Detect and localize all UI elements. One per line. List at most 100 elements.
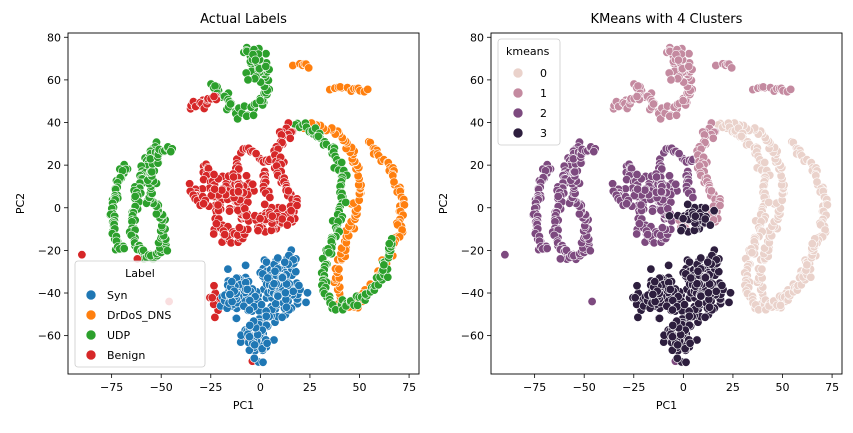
scatter-point xyxy=(806,272,816,282)
scatter-point xyxy=(683,199,693,209)
legend-title: Label xyxy=(125,267,155,280)
x-tick-label: −75 xyxy=(523,381,546,394)
scatter-point xyxy=(233,187,243,197)
x-tick-label: −25 xyxy=(199,381,222,394)
y-tick-label: 60 xyxy=(47,74,61,87)
scatter-point xyxy=(269,279,279,289)
legend-entry: Syn xyxy=(107,289,127,302)
scatter-point xyxy=(786,84,796,94)
scatter-point xyxy=(764,197,774,207)
scatter-point xyxy=(633,312,643,322)
legend: kmeans 0 1 2 3 xyxy=(497,38,561,146)
x-axis-label: PC1 xyxy=(233,399,254,412)
scatter-point xyxy=(674,149,684,159)
scatter-points xyxy=(77,43,409,367)
scatter-point xyxy=(267,211,277,221)
scatter-point xyxy=(389,177,399,187)
scatter-point xyxy=(209,229,219,239)
scatter-point xyxy=(676,226,686,236)
scatter-point xyxy=(589,147,599,157)
scatter-point xyxy=(166,147,176,157)
scatter-point xyxy=(270,266,280,276)
scatter-point xyxy=(77,250,87,260)
scatter-point xyxy=(706,186,716,196)
scatter-point xyxy=(324,248,334,258)
scatter-point xyxy=(704,302,714,312)
scatter-point xyxy=(802,260,812,270)
scatter-point xyxy=(727,63,737,73)
scatter-point xyxy=(341,197,351,207)
scatter-point xyxy=(334,264,344,274)
scatter-point xyxy=(363,84,373,94)
x-tick-label: −50 xyxy=(150,381,173,394)
scatter-point xyxy=(500,250,510,260)
legend-marker xyxy=(85,349,97,361)
scatter-point xyxy=(258,357,268,367)
x-tick-label: 75 xyxy=(402,381,416,394)
scatter-point xyxy=(587,296,597,306)
scatter-point xyxy=(648,289,658,299)
legend-marker xyxy=(512,87,524,99)
scatter-point xyxy=(717,280,727,290)
scatter-point xyxy=(654,313,664,323)
scatter-point xyxy=(248,179,258,189)
scatter-point xyxy=(282,220,292,230)
scatter-point xyxy=(632,170,642,180)
scatter-point xyxy=(647,206,657,216)
scatter-point xyxy=(242,284,252,294)
scatter-point xyxy=(673,55,683,65)
scatter-point xyxy=(383,272,393,282)
scatter-point xyxy=(692,279,702,289)
scatter-point xyxy=(700,273,710,283)
scatter-point xyxy=(700,214,710,224)
scatter-point xyxy=(656,187,666,197)
scatter-point xyxy=(285,133,295,143)
scatter-point xyxy=(263,273,273,283)
scatter-point xyxy=(271,299,281,309)
x-tick-label: 50 xyxy=(353,381,367,394)
y-tick-label: −20 xyxy=(461,244,484,257)
x-tick-label: 50 xyxy=(776,381,790,394)
scatter-point xyxy=(304,63,314,73)
y-tick-label: 0 xyxy=(54,202,61,215)
scatter-point xyxy=(265,193,275,203)
scatter-point xyxy=(277,203,287,213)
legend-entry: 3 xyxy=(540,127,547,140)
legend-marker xyxy=(512,127,524,139)
scatter-point xyxy=(337,158,347,168)
scatter-point xyxy=(280,288,290,298)
scatter-point xyxy=(245,305,255,315)
scatter-point xyxy=(301,297,311,307)
scatter-point xyxy=(245,332,255,342)
scatter-point xyxy=(673,340,683,350)
scatter-point xyxy=(302,288,312,298)
scatter-point xyxy=(636,200,646,210)
scatter-point xyxy=(261,49,271,59)
legend-entry: Benign xyxy=(107,349,145,362)
legend-box xyxy=(497,38,561,146)
scatter-point xyxy=(643,230,653,240)
scatter-point xyxy=(352,300,362,310)
chart-title: Actual Labels xyxy=(200,12,287,27)
scatter-point xyxy=(213,200,223,210)
scatter-point xyxy=(277,312,287,322)
scatter-points xyxy=(500,43,832,367)
scatter-point xyxy=(241,260,251,270)
legend-marker xyxy=(85,309,97,321)
scatter-point xyxy=(249,353,259,363)
scatter-point xyxy=(693,266,703,276)
scatter-point xyxy=(657,223,667,233)
legend-entry: UDP xyxy=(107,329,131,342)
scatter-point xyxy=(668,295,678,305)
scatter-point xyxy=(232,313,242,323)
y-tick-label: 60 xyxy=(470,74,484,87)
x-tick-label: −50 xyxy=(573,381,596,394)
legend-entry: 0 xyxy=(540,67,547,80)
y-tick-label: 0 xyxy=(477,202,484,215)
legend-marker xyxy=(512,67,524,79)
scatter-point xyxy=(708,133,718,143)
scatter-point xyxy=(119,244,129,254)
scatter-point xyxy=(671,110,681,120)
scatter-point xyxy=(671,179,681,189)
